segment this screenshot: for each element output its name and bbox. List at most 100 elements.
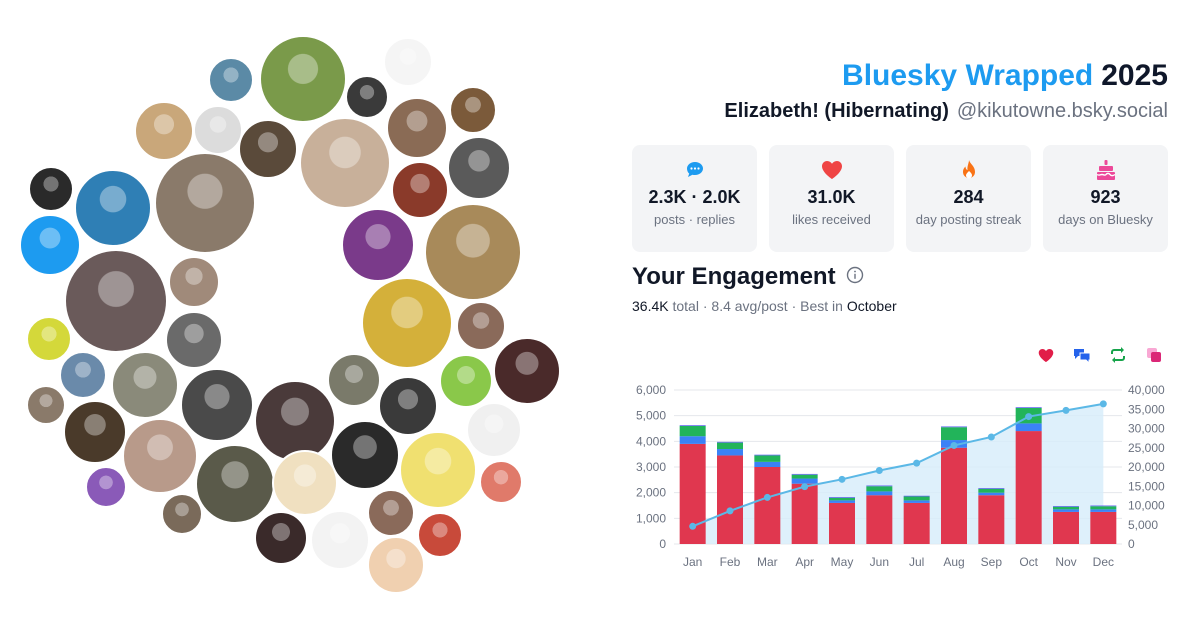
bearded-man-bw-avatar[interactable] (180, 368, 254, 442)
illustrated-clown-avatar[interactable] (383, 37, 433, 87)
engagement-average: 8.4 avg/post (711, 298, 788, 314)
bar-segment (717, 455, 743, 544)
bar-segment (1053, 511, 1079, 544)
glasses-woman-avatar[interactable] (367, 489, 415, 537)
cake-icon (1043, 159, 1168, 181)
purple-hair-cartoon-avatar[interactable] (85, 466, 127, 508)
reposts-legend-icon[interactable] (1108, 345, 1128, 365)
asian-woman-avatar[interactable] (254, 380, 336, 462)
y-right-tick-label: 5,000 (1128, 518, 1158, 532)
bar-segment (679, 425, 706, 426)
purple-man-avatar[interactable] (341, 208, 415, 282)
monster-art-avatar[interactable] (449, 86, 497, 134)
city-council-avatar[interactable] (272, 450, 338, 516)
y-left-tick-label: 0 (659, 537, 666, 551)
woman-sunglasses-avatar[interactable] (63, 400, 127, 464)
bar-segment (791, 474, 818, 479)
cat-mask-avatar[interactable] (466, 402, 522, 458)
cartoon-cat-avatar[interactable] (399, 431, 477, 509)
x-tick-label: Oct (1019, 555, 1038, 569)
statue-avatar[interactable] (111, 351, 179, 419)
cartoon-profile-avatar[interactable] (439, 354, 493, 408)
woman-portrait-avatar[interactable] (168, 256, 220, 308)
header: Bluesky Wrapped 2025 Elizabeth! (Hibernat… (724, 58, 1168, 124)
pale-woman-avatar[interactable] (161, 493, 203, 535)
clown-avatar[interactable] (479, 460, 523, 504)
x-tick-label: Mar (757, 555, 778, 569)
cartoon-man-glasses-avatar[interactable] (367, 536, 425, 594)
bar-segment (829, 497, 855, 498)
cumulative-point (987, 433, 995, 441)
y-left-tick-label: 2,000 (636, 486, 666, 500)
y-right-tick-label: 20,000 (1128, 460, 1165, 474)
bar-segment (978, 492, 1005, 496)
quotes-legend-icon[interactable] (1144, 345, 1164, 365)
cumulative-point (950, 441, 958, 449)
stat-card-streak: 284 day posting streak (906, 145, 1031, 252)
woman-hat-avatar[interactable] (208, 57, 254, 103)
man-hugging-avatar[interactable] (64, 249, 168, 353)
blonde-woman-avatar[interactable] (134, 101, 194, 161)
likes-legend-icon[interactable] (1036, 345, 1056, 365)
title-year: 2025 (1101, 59, 1168, 92)
man-headphones-avatar[interactable] (378, 376, 438, 436)
y-right-tick-label: 0 (1128, 537, 1135, 551)
cumulative-point (763, 493, 771, 501)
cumulative-point (913, 459, 921, 467)
fire-icon (906, 159, 1031, 181)
bar-segment (978, 488, 1005, 489)
tiger-art-avatar[interactable] (447, 136, 511, 200)
opossum-avatar[interactable] (327, 353, 381, 407)
y-left-tick-label: 1,000 (636, 511, 666, 525)
black-cat-avatar[interactable] (330, 420, 400, 490)
snow-person-avatar[interactable] (59, 351, 107, 399)
y-right-tick-label: 25,000 (1128, 441, 1165, 455)
older-man-avatar[interactable] (122, 418, 198, 494)
dark-hair-woman-avatar[interactable] (28, 166, 74, 212)
curly-woman-avatar[interactable] (417, 512, 463, 558)
doodle-dog-avatar[interactable] (424, 203, 522, 301)
kermit-avatar[interactable] (259, 35, 347, 123)
stat-value-streak: 284 (953, 187, 984, 207)
bald-man-avatar[interactable] (26, 385, 66, 425)
bar-segment (679, 425, 706, 437)
red-hair-woman-avatar[interactable] (391, 161, 449, 219)
cartoon-woman-avatar[interactable] (19, 214, 81, 276)
long-hair-woman-avatar[interactable] (456, 301, 506, 351)
woman-cat-avatar[interactable] (299, 117, 391, 209)
cat-dark-avatar[interactable] (345, 75, 389, 119)
blurred-person-avatar[interactable] (195, 444, 275, 524)
blue-hair-avatar[interactable] (74, 169, 152, 247)
mii-avatar[interactable] (225, 250, 353, 378)
info-icon[interactable] (846, 263, 864, 291)
comic-avatar[interactable] (193, 105, 243, 155)
cumulative-area (692, 403, 1104, 544)
bar-segment (978, 488, 1005, 493)
stat-label-likes: likes received (792, 212, 871, 227)
avatar-cluster (19, 35, 562, 594)
bar-segment (941, 426, 967, 428)
cumulative-point (875, 466, 883, 474)
stats-row: 2.3K · 2.0K posts · replies 31.0K likes … (632, 145, 1168, 252)
bar-segment (717, 442, 743, 450)
sun-mascot-avatar[interactable] (361, 277, 453, 369)
hands-photo-avatar[interactable] (238, 119, 298, 179)
bar-segment (754, 467, 781, 544)
bar-segment (754, 455, 781, 462)
brand-title: Bluesky Wrapped (842, 59, 1094, 92)
engagement-summary: 36.4K total · 8.4 avg/post · Best in Oct… (632, 298, 897, 314)
replies-legend-icon[interactable] (1072, 345, 1092, 365)
yellow-cartoon-avatar[interactable] (26, 316, 72, 362)
engagement-best-month: October (846, 298, 897, 314)
woman-red-avatar[interactable] (254, 511, 308, 565)
ap-logo-avatar[interactable] (255, 176, 313, 234)
smiling-man-glasses-avatar[interactable] (154, 152, 256, 254)
vintage-woman-avatar[interactable] (493, 337, 561, 405)
bearded-cartoon-avatar[interactable] (508, 278, 562, 332)
bw-man-avatar[interactable] (165, 311, 223, 369)
npr-logo-avatar[interactable] (310, 510, 370, 570)
bar-segment (754, 454, 781, 456)
brunette-woman-avatar[interactable] (386, 97, 448, 159)
bar-segment (791, 473, 818, 475)
stat-label-days: days on Bluesky (1058, 212, 1153, 227)
